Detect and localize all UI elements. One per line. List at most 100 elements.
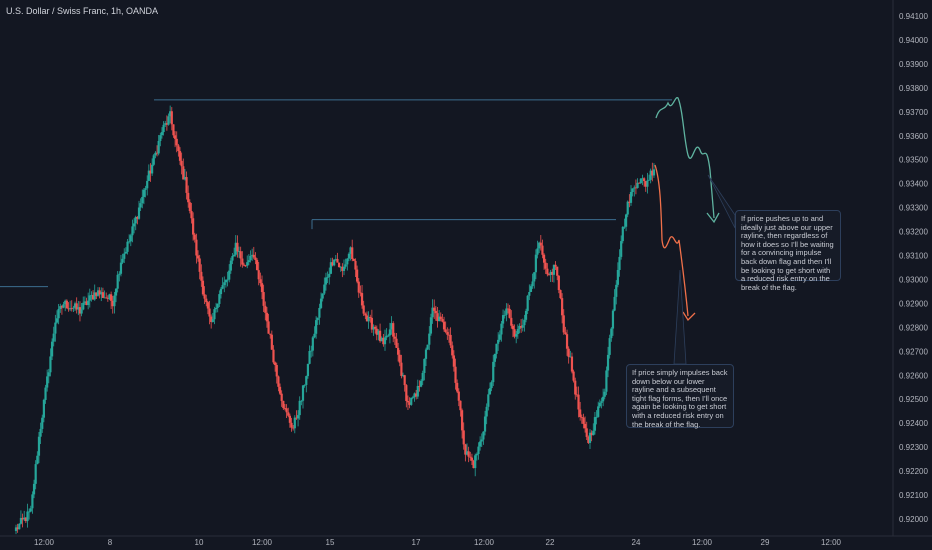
- candle-body: [321, 293, 324, 299]
- candle-body: [624, 214, 628, 227]
- candle-body: [493, 353, 496, 362]
- candle-body: [542, 254, 546, 263]
- candle-body: [39, 428, 42, 437]
- candle-body: [610, 328, 613, 339]
- candle-body: [221, 285, 224, 289]
- candle-body: [121, 258, 124, 263]
- candle-body: [503, 314, 506, 316]
- candle-body: [651, 170, 654, 176]
- candle-body: [257, 270, 260, 280]
- candle-body: [259, 279, 262, 284]
- candle-body: [359, 292, 362, 294]
- candle-body: [131, 226, 134, 236]
- candle-body: [633, 187, 636, 189]
- candle-body: [141, 196, 144, 204]
- candle-body: [365, 315, 369, 322]
- price-tick-label: 0.93500: [899, 156, 928, 165]
- candle-body: [270, 334, 273, 350]
- time-tick-label: 29: [761, 538, 770, 547]
- candle-body: [274, 362, 277, 366]
- candle-body: [103, 297, 106, 299]
- candle-body: [362, 305, 365, 314]
- candle-body: [451, 345, 454, 356]
- candle-body: [19, 517, 23, 524]
- candle-body: [246, 262, 249, 266]
- candle-body: [349, 247, 352, 254]
- candle-body: [474, 455, 477, 469]
- price-tick-label: 0.93100: [899, 252, 928, 261]
- candle-body: [108, 294, 111, 300]
- candle-body: [201, 280, 205, 295]
- candle-body: [492, 361, 495, 383]
- candle-body: [544, 262, 547, 269]
- candle-body: [106, 298, 109, 300]
- candle-body: [196, 255, 200, 259]
- candle-body: [485, 406, 488, 417]
- price-tick-label: 0.93000: [899, 275, 928, 284]
- price-tick-label: 0.92400: [899, 419, 928, 428]
- candle-body: [546, 268, 549, 275]
- annotation-lower-scenario[interactable]: If price simply impulses back down below…: [626, 364, 734, 428]
- candle-body: [479, 441, 482, 447]
- candle-body: [588, 432, 592, 443]
- candle-body: [116, 274, 119, 289]
- candle-body: [80, 309, 83, 314]
- candle-body: [400, 362, 403, 376]
- time-tick-label: 8: [108, 538, 113, 547]
- candle-body: [387, 335, 390, 337]
- candle-body: [360, 293, 364, 306]
- time-tick-label: 12:00: [252, 538, 273, 547]
- candle-body: [549, 271, 552, 276]
- candle-body: [342, 266, 346, 271]
- candle-body: [520, 325, 523, 328]
- candle-body: [603, 391, 606, 397]
- candle-body: [190, 210, 193, 219]
- candle-body: [126, 241, 129, 252]
- price-tick-label: 0.93600: [899, 132, 928, 141]
- candle-body: [377, 330, 380, 335]
- candle-body: [28, 511, 31, 513]
- candle-body: [428, 333, 431, 345]
- candle-body: [446, 332, 449, 335]
- candle-body: [620, 241, 623, 257]
- candle-body: [255, 260, 259, 271]
- candle-body: [123, 253, 126, 259]
- candle-body: [21, 517, 24, 520]
- candle-body: [598, 402, 601, 407]
- candle-body: [615, 284, 618, 297]
- candle-body: [429, 317, 433, 334]
- candle-body: [83, 301, 86, 303]
- candle-body: [311, 337, 314, 351]
- candle-body: [643, 178, 646, 182]
- candle-body: [531, 281, 534, 287]
- candle-body: [495, 343, 498, 354]
- candle-body: [439, 316, 442, 320]
- candle-body: [436, 313, 439, 322]
- candle-body: [585, 428, 588, 437]
- candle-body: [146, 180, 149, 189]
- candle-body: [574, 380, 577, 395]
- candle-body: [611, 310, 615, 329]
- candle-body: [303, 384, 306, 386]
- price-tick-label: 0.93900: [899, 60, 928, 69]
- candle-body: [236, 242, 239, 252]
- candle-body: [472, 460, 475, 469]
- candle-body: [169, 111, 172, 117]
- candle-body: [18, 523, 21, 530]
- candle-body: [483, 416, 487, 432]
- candle-body: [288, 415, 291, 423]
- candle-body: [100, 292, 103, 295]
- candle-body: [457, 391, 460, 401]
- candle-body: [547, 274, 551, 276]
- candle-body: [569, 356, 572, 358]
- candle-body: [162, 124, 165, 133]
- candle-body: [395, 338, 398, 348]
- candle-body: [597, 406, 600, 417]
- annotation-upper-scenario[interactable]: If price pushes up to and ideally just a…: [735, 210, 841, 292]
- candle-body: [331, 262, 334, 266]
- candle-body: [454, 366, 457, 383]
- candle-body: [523, 319, 526, 326]
- time-tick-label: 17: [412, 538, 421, 547]
- candle-body: [388, 329, 392, 336]
